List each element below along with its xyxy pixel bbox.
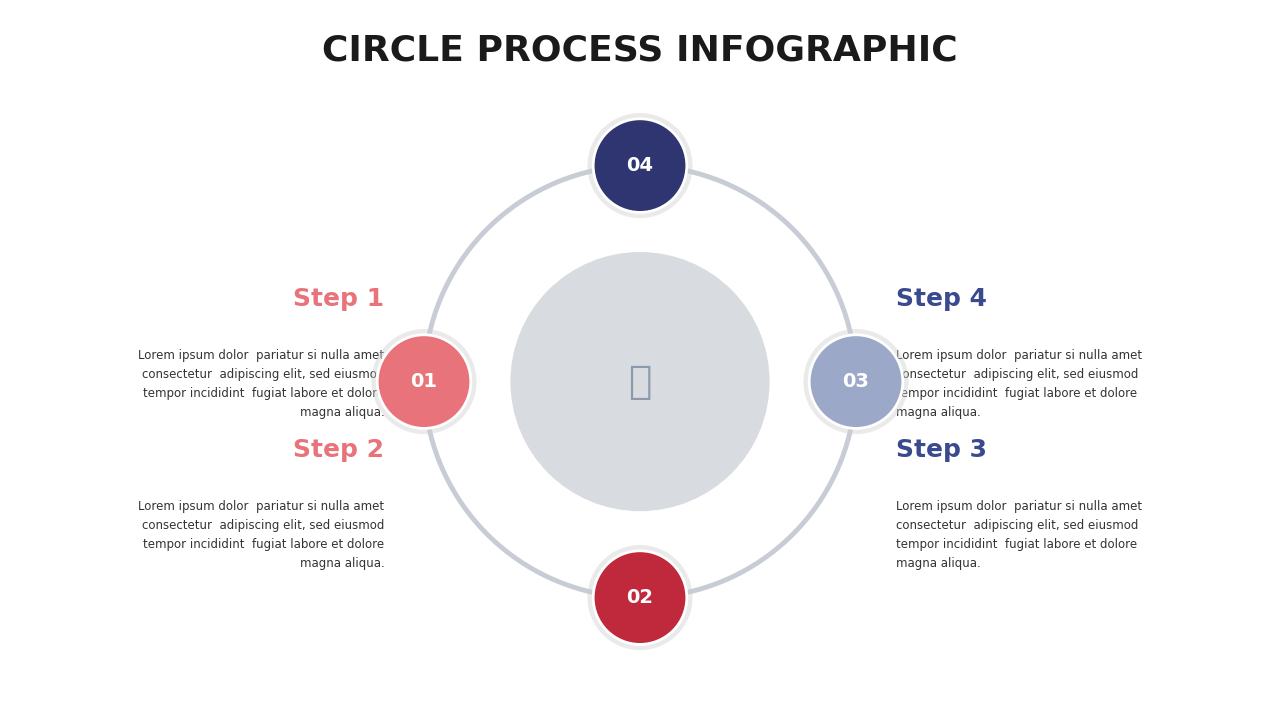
- Circle shape: [804, 329, 909, 434]
- Text: Step 4: Step 4: [896, 287, 987, 311]
- Text: Lorem ipsum dolor  pariatur si nulla amet
consectetur  adipiscing elit, sed eius: Lorem ipsum dolor pariatur si nulla amet…: [896, 500, 1142, 570]
- Text: CIRCLE PROCESS INFOGRAPHIC: CIRCLE PROCESS INFOGRAPHIC: [323, 33, 957, 68]
- Text: 🌿: 🌿: [628, 363, 652, 400]
- Text: 04: 04: [626, 156, 654, 175]
- Text: Step 2: Step 2: [293, 438, 384, 462]
- Text: 03: 03: [842, 372, 869, 391]
- Text: 01: 01: [411, 372, 438, 391]
- Circle shape: [371, 329, 476, 434]
- Text: Step 1: Step 1: [293, 287, 384, 311]
- Text: Lorem ipsum dolor  pariatur si nulla amet
consectetur  adipiscing elit, sed eius: Lorem ipsum dolor pariatur si nulla amet…: [138, 349, 384, 419]
- Text: Lorem ipsum dolor  pariatur si nulla amet
consectetur  adipiscing elit, sed eius: Lorem ipsum dolor pariatur si nulla amet…: [138, 500, 384, 570]
- Circle shape: [378, 335, 471, 428]
- Text: Step 3: Step 3: [896, 438, 987, 462]
- Circle shape: [588, 545, 692, 650]
- Circle shape: [588, 113, 692, 218]
- Circle shape: [593, 119, 687, 212]
- Circle shape: [809, 335, 902, 428]
- Circle shape: [511, 252, 769, 511]
- Text: Lorem ipsum dolor  pariatur si nulla amet
consectetur  adipiscing elit, sed eius: Lorem ipsum dolor pariatur si nulla amet…: [896, 349, 1142, 419]
- Circle shape: [593, 551, 687, 644]
- Text: 02: 02: [626, 588, 654, 607]
